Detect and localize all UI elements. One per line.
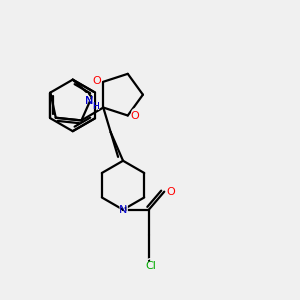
Text: H: H [91,100,101,113]
Text: H: H [92,102,99,111]
Text: N: N [117,202,129,217]
Text: O: O [92,76,101,86]
Text: H: H [92,102,99,111]
Text: O: O [129,108,141,123]
Text: Cl: Cl [145,261,156,271]
Text: N: N [83,93,94,108]
Text: O: O [165,184,177,199]
Text: O: O [130,110,139,121]
Text: O: O [167,187,176,197]
Text: N: N [85,96,93,106]
Text: O: O [90,73,102,88]
Text: N: N [119,205,127,215]
Text: N: N [85,96,93,106]
Text: Cl: Cl [143,257,159,275]
